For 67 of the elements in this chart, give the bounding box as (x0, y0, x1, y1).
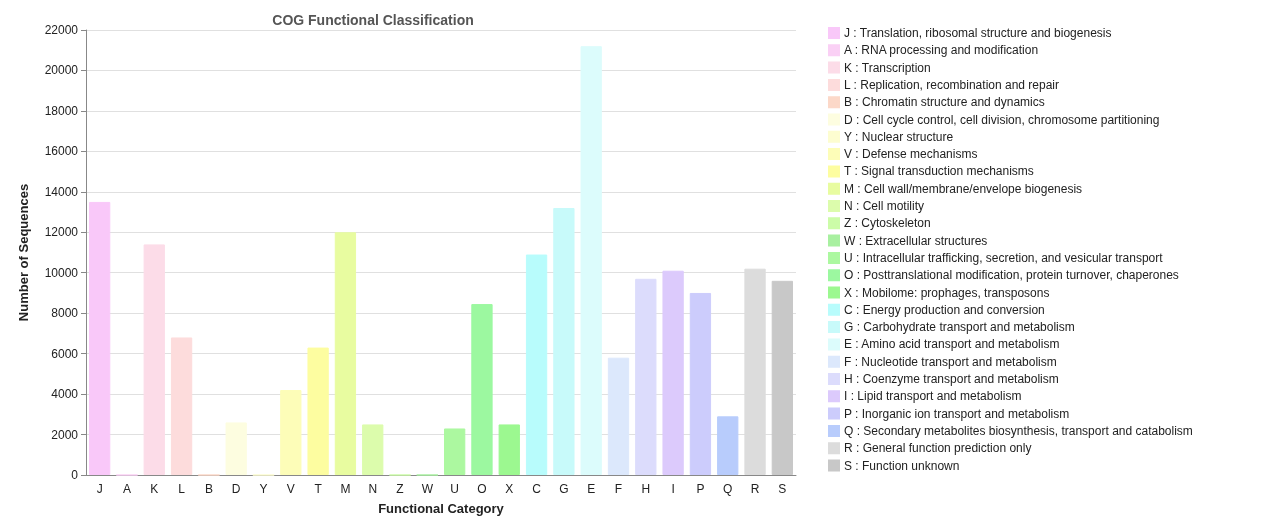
legend-label: S : Function unknown (844, 458, 960, 473)
legend-label: P : Inorganic ion transport and metabolism (844, 406, 1070, 421)
legend-label: J : Translation, ribosomal structure and biogenesis (844, 26, 1112, 40)
legend-label: H : Coenzyme transport and metabolism (844, 372, 1059, 386)
y-tick-label: 4000 (51, 387, 79, 402)
legend-label: K : Transcription (844, 60, 931, 75)
legend-label: G : Carbohydrate transport and metabolism (844, 320, 1075, 335)
x-tick-label: S (778, 482, 787, 496)
x-tick-label: Q (723, 482, 733, 496)
x-tick-label: H (641, 482, 651, 496)
x-tick-label: F (614, 482, 623, 496)
x-tick-label: Y (259, 482, 268, 496)
legend-label: M : Cell wall/membrane/envelope biogenesis (844, 181, 1083, 196)
y-tick-label: 22000 (44, 23, 79, 37)
x-tick-label: K (150, 482, 159, 496)
chart-title: COG Functional Classification (272, 12, 474, 28)
x-tick-label: U (450, 482, 459, 496)
y-tick-label: 8000 (51, 306, 79, 321)
x-tick-label: X (505, 482, 514, 496)
y-tick-label: 20000 (44, 63, 79, 78)
x-tick-label: V (286, 482, 295, 496)
y-axis-title: Number of Sequences (16, 183, 31, 322)
legend-label: B : Chromatin structure and dynamics (844, 95, 1045, 110)
y-tick-label: 14000 (44, 184, 79, 199)
y-tick-label: 6000 (51, 346, 79, 361)
y-tick-label: 2000 (51, 427, 79, 442)
x-tick-label: L (178, 482, 186, 496)
x-tick-label: Z (396, 482, 404, 496)
x-tick-label: E (587, 482, 596, 496)
legend-label: N : Cell motility (844, 199, 925, 213)
x-tick-label: J (96, 482, 103, 496)
legend-label: O : Posttranslational modification, protein turnover, chaperones (844, 268, 1179, 283)
legend-label: F : Nucleotide transport and metabolism (844, 354, 1057, 369)
x-tick-label: N (368, 482, 378, 496)
x-tick-label: O (477, 482, 487, 496)
legend-label: W : Extracellular structures (844, 233, 988, 248)
x-tick-label: M (340, 482, 351, 496)
legend-label: R : General function prediction only (844, 441, 1032, 456)
legend-label: D : Cell cycle control, cell division, chromosome partitioning (844, 112, 1160, 127)
legend-label: Z : Cytoskeleton (844, 216, 931, 231)
x-tick-label: P (696, 482, 705, 496)
legend-label: X : Mobilome: prophages, transposons (844, 285, 1050, 300)
y-tick-label: 16000 (44, 144, 79, 159)
legend-label: Y : Nuclear structure (844, 129, 954, 144)
y-tick-label: 18000 (44, 103, 79, 118)
x-tick-label: T (314, 482, 323, 496)
x-tick-label: C (532, 482, 542, 496)
x-tick-label: W (421, 482, 434, 496)
x-tick-label: R (750, 482, 760, 496)
legend-label: Q : Secondary metabolites biosynthesis, transport and catabolism (844, 423, 1193, 438)
legend-label: V : Defense mechanisms (844, 147, 978, 162)
legend-label: L : Replication, recombination and repair (844, 77, 1060, 92)
x-tick-label: A (122, 482, 131, 496)
legend-label: A : RNA processing and modification (844, 43, 1039, 58)
y-tick-label: 12000 (44, 225, 79, 240)
legend-label: E : Amino acid transport and metabolism (844, 337, 1060, 352)
legend-label: I : Lipid transport and metabolism (844, 389, 1022, 404)
x-axis-title: Functional Category (378, 501, 505, 516)
legend-label: U : Intracellular trafficking, secretion, and vesicular transport (844, 250, 1164, 265)
x-tick-label: B (204, 482, 213, 496)
legend-label: C : Energy production and conversion (844, 302, 1045, 317)
x-tick-label: I (671, 482, 675, 496)
x-tick-label: D (231, 482, 241, 496)
x-tick-label: G (559, 482, 569, 496)
y-tick-label: 10000 (44, 265, 79, 280)
y-tick-label: 0 (71, 468, 79, 482)
legend-label: T : Signal transduction mechanisms (844, 164, 1034, 179)
